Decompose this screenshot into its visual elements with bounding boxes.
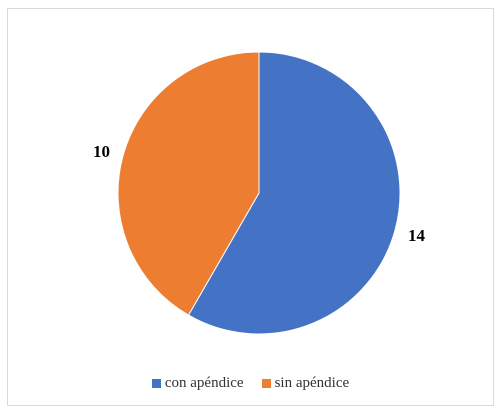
legend-item-sin-apendice: sin apéndice <box>261 375 350 392</box>
pie-chart: 14 10 <box>93 51 426 335</box>
legend-label-con-apendice: con apéndice <box>164 375 244 391</box>
chart-frame: 14 10 con apéndice sin apéndice <box>7 8 494 406</box>
legend-swatch-sin-apendice <box>261 379 271 388</box>
legend: con apéndice sin apéndice <box>8 375 493 392</box>
legend-item-con-apendice: con apéndice <box>151 375 244 392</box>
legend-swatch-con-apendice <box>151 379 161 388</box>
pie-slice-2 <box>117 51 260 316</box>
legend-label-sin-apendice: sin apéndice <box>274 375 350 391</box>
data-label-1: 14 <box>408 226 426 245</box>
data-label-2: 10 <box>93 142 110 161</box>
pie-slice-1 <box>187 51 401 335</box>
